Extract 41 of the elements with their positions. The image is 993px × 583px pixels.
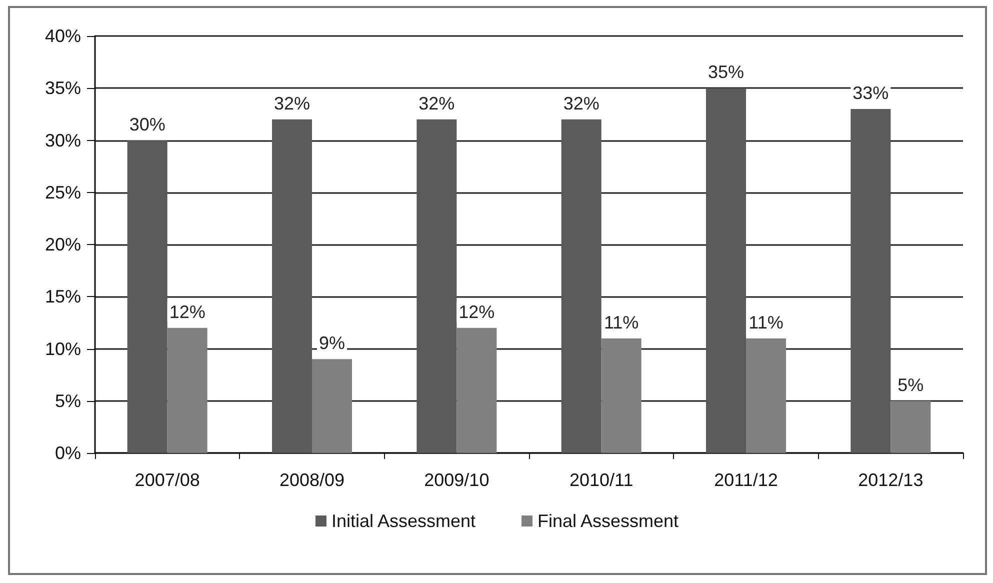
bar: [312, 359, 352, 453]
y-tick-label: 35%: [44, 78, 81, 98]
data-label: 32%: [563, 93, 600, 114]
data-label: 11%: [748, 312, 784, 332]
data-label: 32%: [418, 93, 455, 114]
bar: [706, 88, 746, 453]
x-tick-label: 2008/09: [279, 470, 345, 490]
data-label: 33%: [852, 82, 889, 103]
y-tick-label: 0%: [54, 443, 81, 463]
y-tick-label: 5%: [54, 390, 81, 411]
data-label: 9%: [318, 333, 346, 354]
data-label: 30%: [129, 114, 166, 134]
x-tick-label: 2009/10: [424, 470, 490, 490]
bar: [601, 338, 642, 453]
bar: [890, 400, 931, 453]
y-tick-label: 20%: [44, 234, 81, 254]
data-label: 32%: [274, 93, 310, 114]
x-tick-label: 2012/13: [858, 470, 924, 490]
bar: [127, 140, 168, 453]
data-label: 11%: [604, 312, 639, 332]
y-tick-label: 40%: [44, 26, 81, 46]
bar: [850, 108, 891, 453]
legend-label: Initial Assessment: [331, 511, 476, 531]
y-tick-label: 30%: [44, 130, 81, 150]
bar: [456, 328, 497, 453]
data-label: 5%: [898, 374, 924, 395]
legend-label: Final Assessment: [538, 511, 679, 531]
y-tick-label: 10%: [44, 338, 81, 359]
data-label: 12%: [458, 302, 495, 322]
y-tick-label: 25%: [44, 182, 81, 202]
bar: [272, 119, 312, 453]
x-tick-label: 2011/12: [714, 470, 778, 490]
bar: [746, 338, 786, 453]
bar: [561, 119, 602, 453]
x-tick-label: 2010/11: [569, 470, 634, 490]
bar: [167, 328, 208, 453]
y-tick-label: 15%: [44, 286, 81, 307]
data-label: 12%: [169, 302, 206, 322]
bar: [416, 119, 457, 453]
data-label: 35%: [708, 62, 744, 82]
x-tick-label: 2007/08: [134, 470, 200, 490]
